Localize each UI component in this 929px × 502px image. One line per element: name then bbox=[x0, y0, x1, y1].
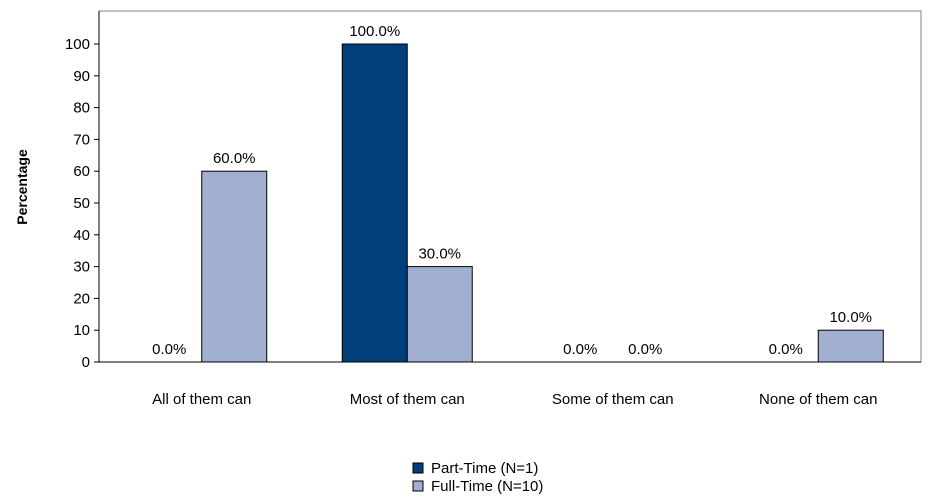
data-label: 10.0% bbox=[829, 309, 872, 326]
data-label: 0.0% bbox=[628, 341, 662, 358]
y-axis-ticks: 0 10 20 30 40 50 60 70 80 90 100 bbox=[65, 36, 99, 371]
legend-swatch-part-time bbox=[412, 462, 424, 474]
y-tick-label: 50 bbox=[73, 195, 90, 212]
legend-label-part-time: Part-Time (N=1) bbox=[431, 460, 538, 477]
x-category-label: All of them can bbox=[152, 391, 251, 408]
data-label: 0.0% bbox=[769, 341, 803, 358]
y-tick-label: 70 bbox=[73, 131, 90, 148]
y-tick-label: 90 bbox=[73, 68, 90, 85]
y-tick-label: 30 bbox=[73, 259, 90, 276]
y-tick-label: 80 bbox=[73, 100, 90, 117]
data-label: 0.0% bbox=[152, 341, 186, 358]
bar-full-time bbox=[201, 170, 268, 363]
legend-label-full-time: Full-Time (N=10) bbox=[431, 478, 543, 495]
bar-part-time bbox=[341, 43, 408, 363]
x-category-label: Some of them can bbox=[552, 391, 674, 408]
x-category-label: None of them can bbox=[759, 391, 877, 408]
bar-full-time bbox=[817, 329, 884, 363]
data-labels-group: 0.0% 60.0% 100.0% 30.0% 0.0% 0.0% 0.0% 10.0% bbox=[152, 23, 872, 358]
category-labels-group: All of them can Most of them can Some of t… bbox=[152, 391, 877, 408]
legend: Part-Time (N=1)Full-Time (N=10) bbox=[412, 460, 543, 495]
data-label: 60.0% bbox=[213, 150, 256, 167]
legend-swatch-full-time bbox=[412, 480, 424, 492]
x-category-label: Most of them can bbox=[350, 391, 465, 408]
y-tick-label: 0 bbox=[82, 354, 90, 371]
y-tick-label: 60 bbox=[73, 163, 90, 180]
bars-group bbox=[201, 43, 884, 363]
bar-full-time bbox=[406, 266, 473, 363]
y-tick-label: 10 bbox=[73, 322, 90, 339]
y-tick-label: 100 bbox=[65, 36, 90, 53]
data-label: 30.0% bbox=[418, 246, 461, 263]
y-axis-label: Percentage bbox=[14, 149, 30, 225]
data-label: 100.0% bbox=[349, 23, 400, 40]
y-tick-label: 40 bbox=[73, 227, 90, 244]
y-tick-label: 20 bbox=[73, 290, 90, 307]
data-label: 0.0% bbox=[563, 341, 597, 358]
